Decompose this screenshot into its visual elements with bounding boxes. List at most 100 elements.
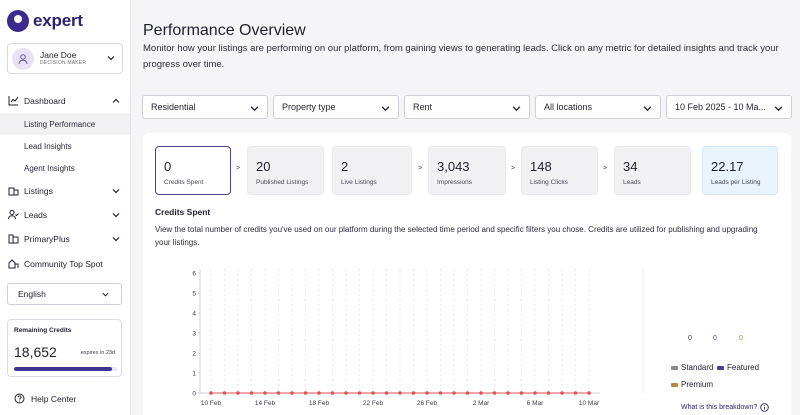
logo-icon bbox=[7, 10, 29, 32]
legend-swatch bbox=[671, 365, 678, 370]
chevron-down-icon bbox=[643, 106, 652, 112]
data-point bbox=[222, 391, 227, 395]
data-point bbox=[398, 391, 402, 395]
data-point bbox=[317, 391, 321, 395]
filter-location-value: All locations bbox=[544, 102, 593, 112]
nav-primaryplus[interactable]: PrimaryPlus bbox=[0, 228, 130, 250]
data-point bbox=[236, 391, 240, 395]
kpi-label: Published Listings bbox=[256, 179, 309, 186]
users-icon bbox=[8, 210, 19, 220]
kpi-credits-spent[interactable]: 0 Credits Spent bbox=[155, 146, 231, 195]
building-icon bbox=[8, 187, 19, 196]
kpi-leads[interactable]: 34 Leads bbox=[614, 146, 691, 195]
brand-logo[interactable]: expert bbox=[7, 10, 83, 32]
y-tick-label: 4 bbox=[192, 311, 196, 318]
filter-property-type-value: Property type bbox=[282, 102, 336, 112]
kpi-label: Impressions bbox=[437, 179, 473, 186]
brand-name: expert bbox=[33, 11, 83, 30]
data-point bbox=[452, 391, 456, 395]
legend-label: Featured bbox=[727, 363, 760, 372]
legend-premium[interactable]: Premium bbox=[671, 380, 713, 389]
data-point bbox=[263, 391, 267, 395]
kpi-value: 20 bbox=[256, 159, 271, 174]
kpi-value: 2 bbox=[341, 159, 349, 174]
nav-agent-insights[interactable]: Agent Insights bbox=[24, 163, 75, 173]
data-point bbox=[492, 391, 497, 395]
legend-featured[interactable]: Featured bbox=[717, 363, 759, 372]
avatar bbox=[12, 47, 34, 70]
kpi-listing-clicks[interactable]: 148 Listing Clicks bbox=[521, 146, 598, 195]
filter-location[interactable]: All locations bbox=[535, 95, 661, 119]
data-point bbox=[506, 391, 510, 395]
x-tick-label: 10 Mar bbox=[579, 400, 600, 407]
legend-swatch bbox=[717, 365, 724, 370]
credits-progress-fill bbox=[14, 367, 112, 371]
chevron-down-icon bbox=[102, 292, 109, 297]
breakdown-label: What is this breakdown? bbox=[681, 404, 758, 411]
data-point bbox=[479, 391, 483, 395]
nav-community-label: Community Top Spot bbox=[24, 259, 103, 269]
data-point bbox=[209, 391, 213, 395]
section-title: Credits Spent bbox=[155, 207, 211, 217]
nav-listings-label: Listings bbox=[24, 186, 53, 196]
legend-standard[interactable]: Standard bbox=[671, 363, 713, 372]
help-center-link[interactable]: Help Center bbox=[14, 393, 76, 404]
nav-listing-performance[interactable]: Listing Performance bbox=[0, 113, 130, 135]
nav-leads-label: Leads bbox=[24, 210, 48, 220]
nav-leads[interactable]: Leads bbox=[0, 204, 130, 226]
y-tick-label: 0 bbox=[192, 391, 196, 398]
x-tick-label: 14 Feb bbox=[255, 400, 276, 407]
kpi-value: 3,043 bbox=[437, 159, 470, 174]
filter-category[interactable]: Residential bbox=[142, 95, 268, 119]
legend-count-featured: 0 bbox=[713, 335, 717, 342]
page-title: Performance Overview bbox=[143, 22, 306, 39]
chevron-down-icon bbox=[112, 213, 120, 218]
kpi-arrow: > bbox=[236, 165, 241, 172]
kpi-impressions[interactable]: 3,043 Impressions bbox=[428, 146, 506, 195]
credits-progress bbox=[14, 367, 117, 371]
x-tick-label: 18 Feb bbox=[309, 400, 330, 407]
y-tick-label: 6 bbox=[192, 271, 196, 278]
filter-offer-type[interactable]: Rent bbox=[404, 95, 530, 119]
chevron-down-icon bbox=[112, 237, 120, 242]
credits-title: Remaining Credits bbox=[14, 327, 72, 334]
chevron-down-icon bbox=[512, 106, 521, 112]
kpi-arrow: > bbox=[418, 165, 423, 172]
legend-label: Premium bbox=[681, 380, 714, 389]
y-tick-label: 3 bbox=[192, 331, 196, 338]
remaining-credits-card: Remaining Credits 18,652 expires in 23d bbox=[7, 319, 122, 377]
data-point bbox=[330, 391, 335, 395]
x-tick-label: 2 Mar bbox=[473, 400, 490, 407]
section-description: View the total number of credits you've … bbox=[155, 225, 758, 247]
data-point bbox=[384, 391, 389, 395]
breakdown-info-link[interactable]: What is this breakdown? bbox=[681, 403, 770, 412]
kpi-published-listings[interactable]: 20 Published Listings bbox=[247, 146, 324, 195]
y-tick-label: 1 bbox=[192, 371, 196, 378]
filter-property-type[interactable]: Property type bbox=[273, 95, 399, 119]
data-point bbox=[425, 391, 429, 395]
data-point bbox=[357, 391, 362, 395]
filter-category-value: Residential bbox=[151, 102, 196, 112]
x-tick-label: 10 Feb bbox=[201, 400, 222, 407]
kpi-leads-per-listing[interactable]: 22.17 Leads per Listing bbox=[702, 146, 778, 195]
legend-swatch bbox=[671, 382, 678, 387]
help-icon bbox=[14, 393, 25, 404]
language-select[interactable]: English bbox=[7, 283, 122, 305]
data-point bbox=[290, 391, 294, 395]
data-point bbox=[249, 391, 254, 395]
nav-dashboard[interactable]: Dashboard bbox=[0, 90, 130, 112]
data-point bbox=[465, 391, 470, 395]
chevron-up-icon bbox=[112, 98, 120, 103]
nav-dashboard-label: Dashboard bbox=[24, 96, 66, 106]
kpi-value: 34 bbox=[623, 159, 638, 174]
chevron-down-icon bbox=[107, 56, 115, 61]
nav-lead-insights[interactable]: Lead Insights bbox=[24, 141, 72, 151]
user-menu[interactable]: Jane Doe DECISION MAKER bbox=[7, 43, 123, 74]
nav-community-top-spot[interactable]: Community Top Spot bbox=[0, 253, 130, 275]
x-tick-label: 26 Feb bbox=[417, 400, 438, 407]
user-role: DECISION MAKER bbox=[40, 60, 87, 67]
filter-date-range[interactable]: 10 Feb 2025 - 10 Ma... bbox=[666, 95, 792, 119]
nav-listings[interactable]: Listings bbox=[0, 180, 130, 202]
kpi-live-listings[interactable]: 2 Live Listings bbox=[332, 146, 412, 195]
community-icon bbox=[8, 259, 19, 269]
